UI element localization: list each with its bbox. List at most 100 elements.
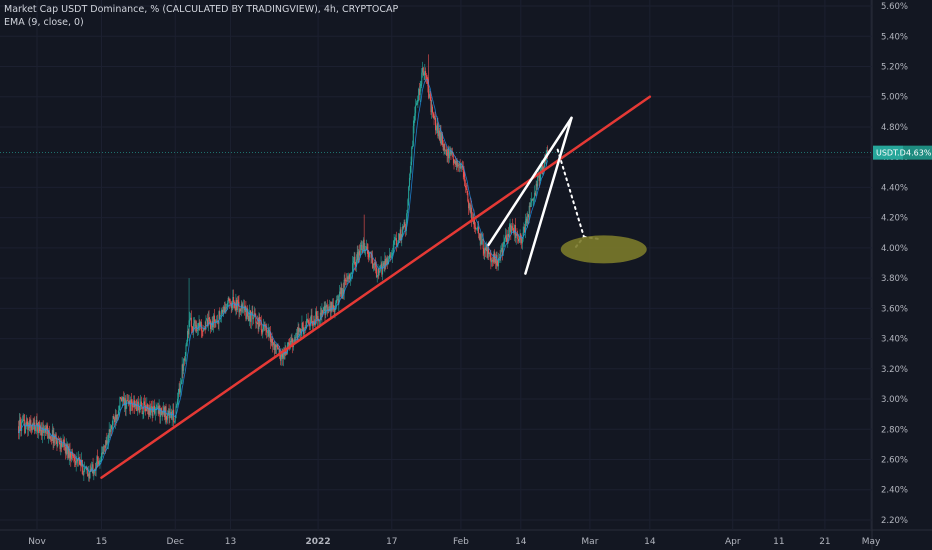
- x-tick-label: May: [862, 537, 881, 547]
- candle-body: [63, 440, 65, 444]
- candle-body: [137, 401, 139, 411]
- candle-body: [234, 307, 236, 310]
- candle-body: [333, 309, 335, 312]
- candle-body: [58, 439, 60, 443]
- candle-body: [25, 421, 27, 427]
- candle-body: [410, 161, 412, 173]
- candle-body: [349, 275, 351, 280]
- candle-body: [447, 148, 449, 156]
- candle-body: [338, 296, 340, 305]
- candle-body: [483, 249, 485, 254]
- candle-body: [288, 342, 290, 344]
- candle-body: [289, 343, 291, 346]
- candle-body: [372, 263, 374, 268]
- candle-body: [527, 214, 529, 218]
- candle-body: [390, 256, 392, 258]
- candle-body: [192, 327, 194, 331]
- candle-body: [476, 228, 478, 230]
- candle-body: [274, 344, 276, 350]
- candle-body: [544, 159, 546, 168]
- candle-body: [429, 94, 431, 98]
- candle-body: [73, 455, 75, 458]
- y-tick-label: 3.00%: [881, 395, 908, 405]
- candle-body: [106, 440, 108, 444]
- candle-body: [22, 419, 24, 421]
- candle-body: [266, 332, 268, 334]
- candle-body: [236, 299, 238, 310]
- candle-body: [21, 422, 23, 431]
- candle-body: [375, 262, 377, 268]
- candle-body: [263, 324, 265, 330]
- candle-body: [521, 239, 523, 244]
- candle-body: [425, 75, 427, 77]
- candle-body: [134, 403, 136, 408]
- candle-body: [525, 218, 527, 222]
- candle-body: [167, 413, 169, 420]
- candle-body: [356, 252, 358, 260]
- candle-body: [317, 315, 319, 321]
- candle-body: [199, 322, 201, 326]
- candle-body: [38, 421, 40, 434]
- candle-body: [216, 320, 218, 322]
- candle-body: [536, 183, 538, 187]
- candle-body: [167, 410, 169, 414]
- y-tick-label: 2.40%: [881, 486, 908, 496]
- candle-body: [422, 67, 424, 76]
- candle-body: [457, 164, 459, 167]
- candle-body: [508, 233, 510, 237]
- candle-body: [335, 303, 337, 308]
- candle-body: [43, 432, 45, 433]
- candle-body: [347, 277, 349, 279]
- candle-body: [255, 315, 257, 324]
- candle-body: [276, 344, 278, 348]
- candle-body: [539, 174, 541, 181]
- candle-body: [39, 425, 41, 432]
- candle-body: [239, 308, 241, 313]
- candle-body: [475, 227, 477, 230]
- candle-body: [398, 233, 400, 241]
- candle-body: [34, 426, 36, 432]
- candle-body: [518, 238, 520, 242]
- candle-body: [47, 429, 49, 439]
- candle-body: [336, 299, 338, 301]
- candle-body: [203, 328, 205, 330]
- candle-body: [127, 401, 129, 405]
- candle-body: [50, 436, 52, 440]
- candle-body: [116, 414, 118, 420]
- candle-body: [201, 330, 203, 332]
- candle-body: [273, 342, 275, 346]
- candle-body: [320, 312, 322, 316]
- candle-body: [23, 419, 25, 421]
- candle-body: [223, 306, 225, 313]
- candle-body: [449, 150, 451, 152]
- candle-body: [120, 398, 122, 402]
- candle-body: [524, 227, 526, 233]
- candle-body: [332, 305, 334, 310]
- candle-body: [254, 313, 256, 316]
- candle-body: [420, 84, 422, 86]
- candle-body: [504, 238, 506, 242]
- candle-body: [183, 358, 185, 361]
- candle-body: [48, 430, 50, 439]
- candle-body: [187, 330, 189, 342]
- candle-body: [341, 288, 343, 299]
- candle-body: [503, 241, 505, 245]
- candle-body: [77, 459, 79, 461]
- candle-body: [18, 426, 20, 434]
- x-tick-label: Apr: [725, 537, 741, 547]
- candle-body: [148, 407, 150, 415]
- candle-body: [48, 430, 50, 439]
- candle-body: [311, 315, 313, 325]
- candle-body: [27, 424, 29, 430]
- candle-body: [105, 440, 107, 448]
- candle-body: [223, 306, 225, 313]
- symbol-tag: [873, 145, 903, 160]
- candle-body: [385, 259, 387, 266]
- candle-body: [307, 318, 309, 323]
- candle-body: [125, 401, 127, 410]
- candle-body: [97, 456, 99, 462]
- candle-body: [224, 307, 226, 313]
- candle-body: [538, 176, 540, 181]
- candle-body: [544, 159, 546, 161]
